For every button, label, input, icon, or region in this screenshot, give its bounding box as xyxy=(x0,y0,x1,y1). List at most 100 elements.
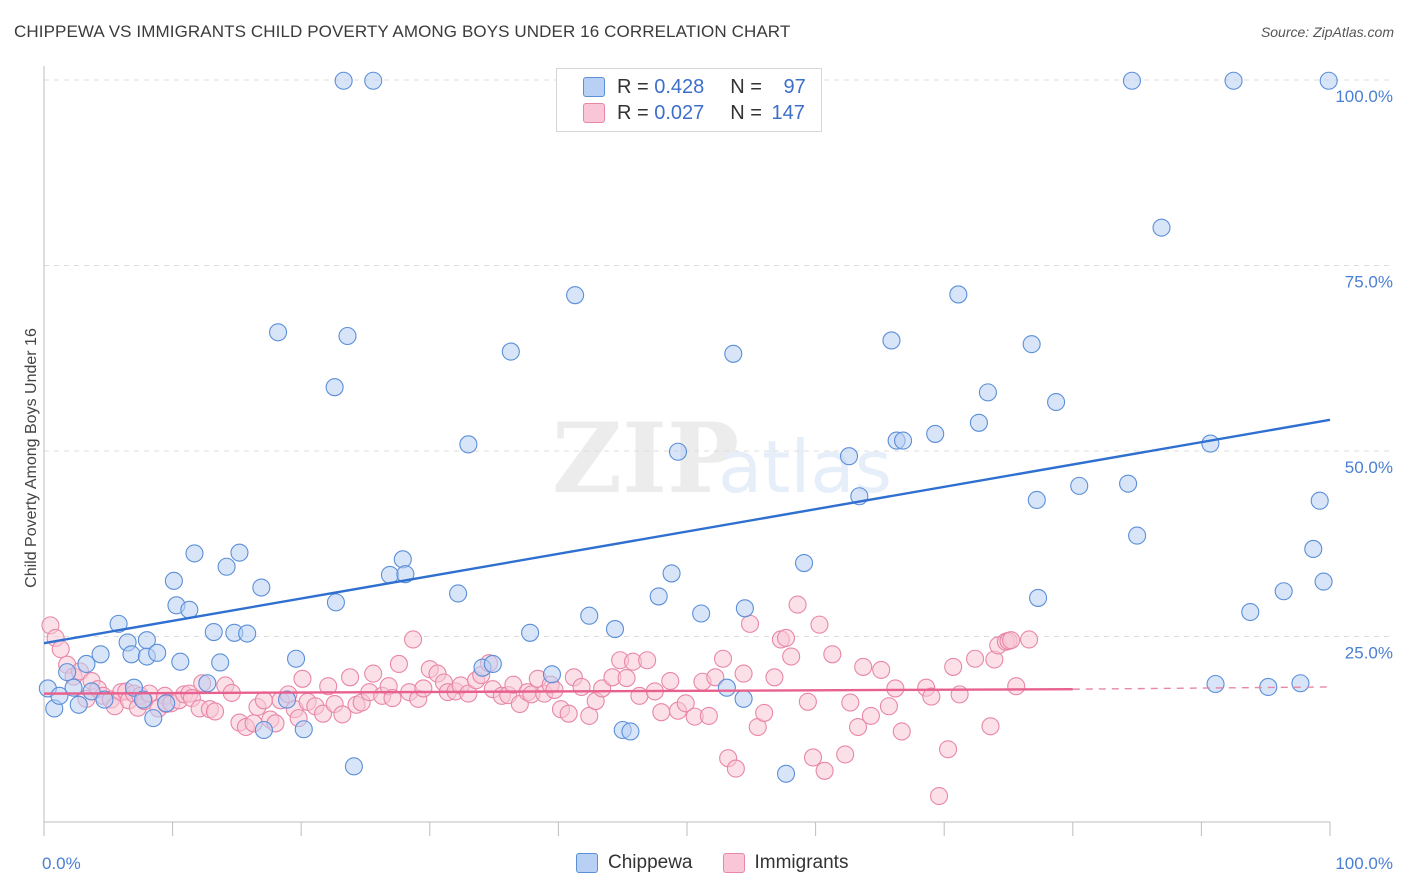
immigrants-point xyxy=(699,706,718,725)
immigrants-point xyxy=(459,684,478,703)
immigrants-point xyxy=(755,703,774,722)
chippewa-point xyxy=(717,678,736,697)
x-tick-labels: 0.0% 100.0% xyxy=(42,854,1393,873)
immigrants-point xyxy=(854,657,873,676)
immigrants-point xyxy=(861,706,880,725)
immigrants-point xyxy=(504,675,523,694)
chippewa-swatch xyxy=(583,77,605,97)
immigrants-point xyxy=(676,694,695,713)
immigrants-point xyxy=(341,668,360,687)
immigrants-trend-extension xyxy=(1072,686,1331,690)
chippewa-point xyxy=(269,323,288,342)
series-legend: Chippewa Immigrants xyxy=(576,852,878,874)
chippewa-point xyxy=(605,620,625,639)
chippewa-point xyxy=(82,682,101,701)
chippewa-point xyxy=(95,690,114,709)
y-tick-label: 25.0% xyxy=(1345,644,1393,663)
immigrants-point xyxy=(939,740,958,759)
immigrants-point xyxy=(950,685,969,704)
immigrants-point xyxy=(966,649,985,668)
legend-r-value: 0.027 xyxy=(654,101,705,124)
immigrants-point xyxy=(51,640,70,659)
x-tick-label-max: 100.0% xyxy=(1335,854,1393,873)
y-tick-label: 100.0% xyxy=(1335,87,1393,106)
legend-row-chippewa: R = 0.428 N = 97 xyxy=(583,74,806,100)
chippewa-point xyxy=(521,623,540,642)
immigrants-point xyxy=(726,759,745,778)
chippewa-point xyxy=(230,543,249,562)
immigrants-point xyxy=(872,660,891,679)
immigrants-point xyxy=(706,668,725,687)
legend-r-label: R = xyxy=(617,75,655,98)
x-tick-label-min: 0.0% xyxy=(42,854,81,873)
immigrants-point xyxy=(652,703,671,722)
chippewa-point xyxy=(893,431,913,450)
legend-n-label: N = xyxy=(730,75,768,98)
chippewa-point xyxy=(1206,674,1225,694)
chippewa-point xyxy=(449,584,468,603)
chippewa-point xyxy=(1241,602,1260,622)
chippewa-point xyxy=(1291,674,1310,693)
watermark-zip: ZIP xyxy=(552,402,739,515)
immigrants-point xyxy=(559,704,578,723)
legend-r-label: R = xyxy=(617,101,655,124)
immigrants-point xyxy=(798,692,817,711)
chippewa-point xyxy=(621,722,640,741)
chippewa-point xyxy=(776,764,796,783)
immigrants-point xyxy=(944,657,963,676)
immigrants-point xyxy=(734,664,753,683)
chippewa-point xyxy=(735,599,754,618)
immigrants-point xyxy=(886,679,905,698)
chippewa-point xyxy=(668,442,688,461)
immigrants-point xyxy=(713,649,733,668)
chippewa-point xyxy=(566,286,585,305)
chippewa-point xyxy=(157,694,176,713)
chippewa-point xyxy=(185,544,204,563)
chippewa-point xyxy=(1152,218,1171,237)
chippewa-point xyxy=(483,654,502,674)
immigrants-point xyxy=(1007,677,1026,696)
immigrants-point xyxy=(404,630,423,649)
immigrants-swatch xyxy=(583,103,605,123)
immigrants-point xyxy=(319,677,338,696)
immigrants-point xyxy=(593,679,612,698)
chippewa-point xyxy=(344,757,363,776)
chippewa-point xyxy=(542,665,562,684)
legend-row-immigrants: R = 0.027 N = 147 xyxy=(583,100,805,126)
watermark: ZIP atlas xyxy=(552,402,892,515)
legend-n-value: 97 xyxy=(783,75,806,98)
chippewa-point xyxy=(91,645,110,664)
chippewa-point xyxy=(459,435,478,454)
chippewa-point xyxy=(794,553,814,573)
immigrants-point xyxy=(981,717,1000,736)
chippewa-point xyxy=(692,604,711,623)
chippewa-point xyxy=(1304,539,1323,558)
y-tick-label: 75.0% xyxy=(1345,273,1393,292)
chippewa-point xyxy=(949,285,968,304)
immigrants-point xyxy=(638,651,657,670)
immigrants-point xyxy=(930,786,949,806)
chippewa-points xyxy=(38,71,1338,783)
chippewa-point xyxy=(1314,572,1333,591)
immigrants-point xyxy=(879,697,898,716)
immigrants-point xyxy=(293,669,312,688)
chippewa-point xyxy=(137,631,156,650)
immigrants-point xyxy=(765,668,784,687)
chippewa-point xyxy=(254,720,273,740)
chippewa-point xyxy=(77,654,96,674)
chippewa-legend-swatch xyxy=(576,853,598,873)
immigrants-point xyxy=(815,761,834,780)
immigrants-point xyxy=(661,671,680,691)
immigrants-point xyxy=(892,722,911,741)
immigrants-point xyxy=(803,748,823,767)
chippewa-point xyxy=(1319,71,1338,90)
immigrants-point xyxy=(254,691,273,710)
immigrants-point xyxy=(823,645,842,664)
chippewa-point xyxy=(662,564,681,583)
immigrants-trend-line xyxy=(43,687,1073,695)
chippewa-point xyxy=(393,550,412,569)
chippewa-point xyxy=(148,643,167,662)
legend-item-chippewa: Chippewa xyxy=(576,852,693,874)
chippewa-point xyxy=(364,71,383,90)
legend-n-label: N = xyxy=(730,101,768,124)
